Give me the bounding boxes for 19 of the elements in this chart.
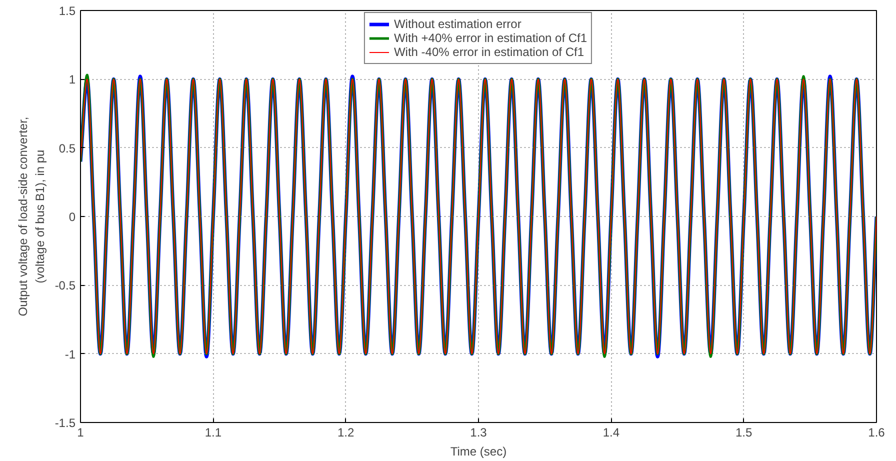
x-tick-label: 1.4 — [602, 426, 620, 440]
legend-label: With +40% error in estimation of Cf1 — [394, 31, 588, 45]
y-tick-label: 0 — [68, 210, 76, 224]
y-tick-label: 0.5 — [58, 141, 76, 156]
x-tick-label: 1.3 — [470, 426, 488, 440]
legend-label: With -40% error in estimation of Cf1 — [394, 45, 584, 59]
y-axis-title: Output voltage of load-side converter, (voltage of bus B1), in pu — [16, 116, 47, 316]
x-tick-label: 1 — [77, 426, 84, 440]
y-tick-label: -1.5 — [54, 416, 76, 430]
x-tick-label: 1.1 — [204, 426, 222, 440]
x-tick-label: 1.5 — [735, 426, 752, 440]
x-tick-label: 1.6 — [868, 426, 886, 440]
x-tick-label: 1.2 — [337, 426, 354, 440]
x-axis-title: Time (sec) — [450, 444, 507, 458]
legend-label: Without estimation error — [394, 17, 522, 31]
y-tick-label: -1 — [64, 347, 76, 362]
y-tick-label: 1.5 — [58, 4, 76, 18]
y-tick-label: 1 — [68, 72, 76, 87]
y-tick-label: -0.5 — [54, 278, 76, 293]
